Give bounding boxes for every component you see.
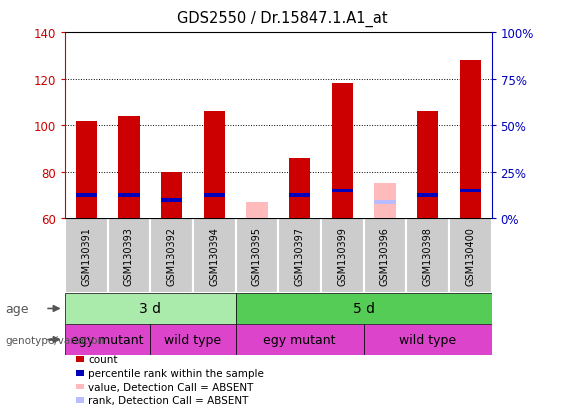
Bar xyxy=(203,112,225,219)
Bar xyxy=(459,189,481,193)
FancyBboxPatch shape xyxy=(449,219,492,293)
Text: age: age xyxy=(6,302,29,315)
Bar xyxy=(236,324,364,355)
FancyBboxPatch shape xyxy=(150,219,193,293)
Bar xyxy=(332,84,353,219)
FancyBboxPatch shape xyxy=(236,219,279,293)
Text: GSM130396: GSM130396 xyxy=(380,227,390,285)
Text: wild type: wild type xyxy=(164,333,221,346)
Bar xyxy=(161,199,182,202)
Text: GSM130398: GSM130398 xyxy=(423,227,433,285)
Bar xyxy=(374,201,396,204)
Text: genotype/variation: genotype/variation xyxy=(6,335,105,345)
Text: count: count xyxy=(88,354,118,364)
Bar xyxy=(364,324,492,355)
FancyBboxPatch shape xyxy=(321,219,364,293)
Bar xyxy=(118,194,140,197)
Bar xyxy=(289,194,310,197)
Bar xyxy=(65,324,150,355)
Text: GSM130394: GSM130394 xyxy=(209,227,219,285)
Text: egy mutant: egy mutant xyxy=(263,333,336,346)
Bar xyxy=(236,293,492,324)
Text: value, Detection Call = ABSENT: value, Detection Call = ABSENT xyxy=(88,382,254,392)
Text: wild type: wild type xyxy=(399,333,456,346)
Bar xyxy=(417,194,438,197)
Bar xyxy=(203,194,225,197)
Bar xyxy=(417,112,438,219)
FancyBboxPatch shape xyxy=(364,219,406,293)
Text: rank, Detection Call = ABSENT: rank, Detection Call = ABSENT xyxy=(88,395,249,405)
Bar xyxy=(289,159,310,219)
Bar xyxy=(118,116,140,219)
FancyBboxPatch shape xyxy=(65,219,107,293)
Text: GSM130395: GSM130395 xyxy=(252,227,262,285)
Bar xyxy=(332,189,353,193)
FancyBboxPatch shape xyxy=(107,219,150,293)
Text: GSM130400: GSM130400 xyxy=(465,227,475,285)
Text: GDS2550 / Dr.15847.1.A1_at: GDS2550 / Dr.15847.1.A1_at xyxy=(177,10,388,26)
Bar xyxy=(65,293,236,324)
FancyBboxPatch shape xyxy=(193,219,236,293)
Text: GSM130393: GSM130393 xyxy=(124,227,134,285)
Bar xyxy=(76,194,97,197)
FancyBboxPatch shape xyxy=(279,219,321,293)
Text: percentile rank within the sample: percentile rank within the sample xyxy=(88,368,264,378)
Text: 3 d: 3 d xyxy=(140,302,161,316)
Text: GSM130392: GSM130392 xyxy=(167,227,177,285)
Text: egy mutant: egy mutant xyxy=(71,333,144,346)
Bar xyxy=(76,121,97,219)
FancyBboxPatch shape xyxy=(406,219,449,293)
Bar xyxy=(161,173,182,219)
Bar xyxy=(459,61,481,219)
Text: 5 d: 5 d xyxy=(353,302,375,316)
Bar xyxy=(150,324,236,355)
Bar xyxy=(246,203,268,219)
Text: GSM130397: GSM130397 xyxy=(294,227,305,285)
Text: GSM130399: GSM130399 xyxy=(337,227,347,285)
Text: GSM130391: GSM130391 xyxy=(81,227,92,285)
Bar xyxy=(374,184,396,219)
